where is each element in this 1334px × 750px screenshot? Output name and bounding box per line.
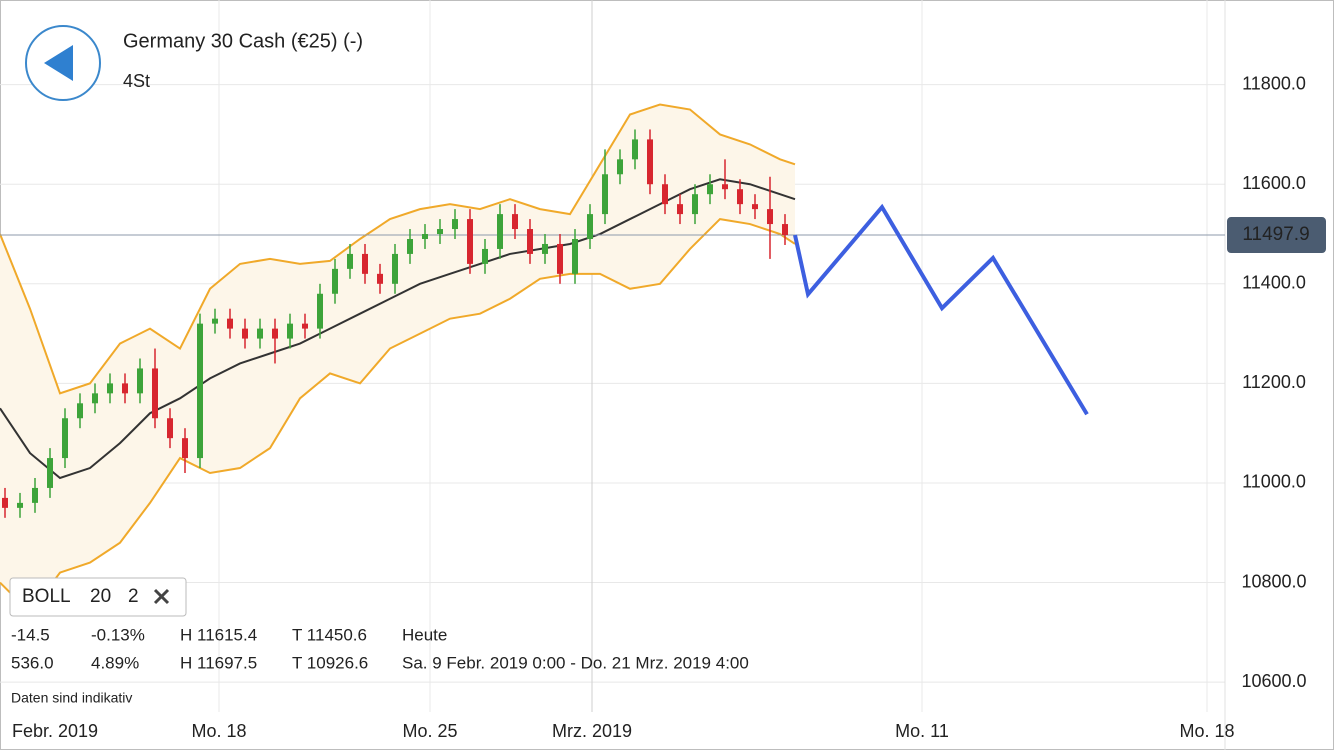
candle-body [152,368,158,419]
candle-body [197,323,203,459]
candle-body [422,234,428,239]
indicator-stddev: 2 [128,586,139,607]
candle-body [347,253,353,269]
candle-body [587,214,593,239]
price-tag-label: 11497.9 [1242,224,1309,245]
candle-body [47,458,53,488]
band-fill [0,104,795,613]
stat-change: -14.5 [11,625,50,644]
y-tick-label: 10600.0 [1241,671,1306,691]
candle-body [77,403,83,419]
candle-body [467,219,473,264]
stat-change: 536.0 [11,653,54,672]
candle-body [767,209,773,225]
candle-body [32,487,38,503]
candle-body [212,318,218,324]
candle-body [287,323,293,339]
title: Germany 30 Cash (€25) (-) [123,30,363,52]
y-tick-label: 10800.0 [1241,571,1306,591]
candle-body [527,229,533,254]
candle-body [377,273,383,284]
note: Daten sind indikativ [11,690,132,706]
y-tick-label: 11600.0 [1242,173,1306,193]
indicator-name: BOLL [22,586,71,607]
candle-body [242,328,248,339]
candle-body [227,318,233,329]
candle-body [272,328,278,339]
candle-body [707,184,713,195]
close-x[interactable] [153,588,170,605]
candle-body [617,159,623,175]
candle-body [557,243,563,274]
candle-body [332,268,338,294]
candle-body [362,253,368,274]
candle-body [647,139,653,185]
indicator-period: 20 [90,586,111,607]
x-tick-label: Mo. 25 [402,721,457,741]
candle-body [107,383,113,394]
band-middle [0,178,796,480]
band-lower [0,218,796,614]
trend-drawing [793,203,1089,416]
candle-body [167,418,173,439]
x-tick-label: Mo. 18 [1179,721,1234,741]
chip-box[interactable] [9,577,187,617]
stat-high: H 11697.5 [180,653,257,672]
candle-body [737,189,743,205]
x-tick-label: Mrz. 2019 [552,721,632,741]
candle-body [182,438,188,459]
candle-body [497,214,503,249]
indicator-chip[interactable]: BOLL 20 2 [9,577,187,617]
stat-low: T 11450.6 [292,625,367,644]
candle-body [632,139,638,160]
candle-body [677,204,683,215]
candle-body [122,383,128,394]
candle-body [92,393,98,404]
candle-body [542,243,548,254]
candle-body [392,253,398,284]
candle-body [692,194,698,215]
candle-body [572,238,578,274]
band-upper [0,103,796,395]
candle-body [602,174,608,215]
candle-body [137,368,143,394]
stat-percent: -0.13% [91,625,145,644]
candle-body [407,238,413,254]
x-tick-label: Mo. 18 [191,721,246,741]
price-tag [1227,217,1326,254]
y-tick-label: 11400.0 [1242,273,1306,293]
stat-percent: 4.89% [91,653,139,672]
candle-body [512,214,518,230]
y-tick-label: 11800.0 [1242,73,1306,93]
stats: -14.5 -0.13% H 11615.4 T 11450.6 Heute 5… [11,625,749,672]
stat-low: T 10926.6 [292,653,368,672]
candle-body [302,323,308,329]
candle-body [452,219,458,230]
candle-body [317,293,323,329]
stat-range: Heute [402,625,447,644]
candle-body [2,497,8,508]
candle-body [782,224,788,236]
stat-high: H 11615.4 [180,625,257,644]
candle-body [722,184,728,190]
y-tick-label: 11200.0 [1242,372,1306,392]
x-tick-label: Febr. 2019 [12,721,98,741]
candle-body [482,248,488,264]
chip-close[interactable] [153,588,170,605]
interval: 4St [123,71,150,91]
stat-range: Sa. 9 Febr. 2019 0:00 - Do. 21 Mrz. 2019… [402,653,749,672]
y-tick-label: 11000.0 [1242,472,1306,492]
candle-body [752,204,758,210]
candle-body [257,328,263,339]
back-arrow[interactable] [44,45,73,81]
x-tick-label: Mo. 11 [895,721,949,741]
candle-body [62,418,68,459]
candle-body [437,229,443,235]
back-button[interactable] [25,25,101,101]
candle-body [17,502,23,508]
candle-body [662,184,668,205]
